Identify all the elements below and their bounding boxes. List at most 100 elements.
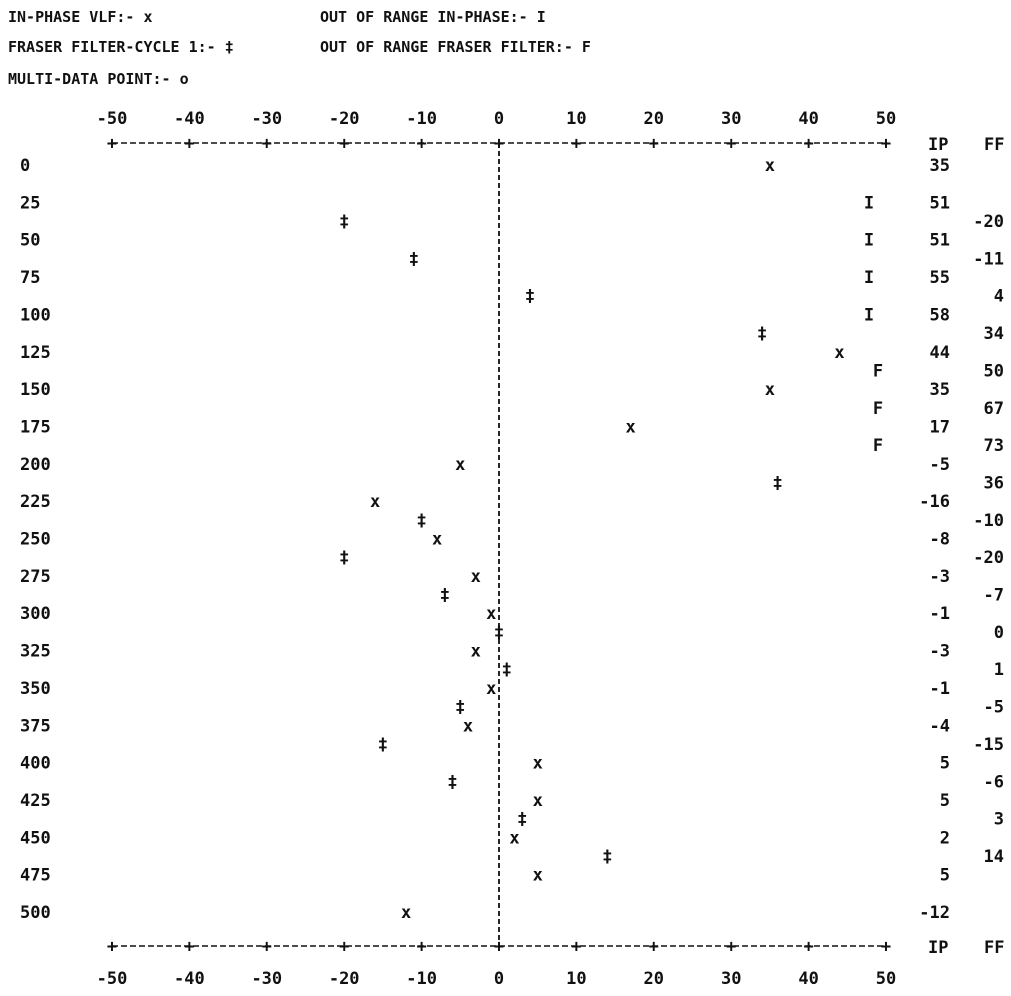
fraser-point: ‡ xyxy=(455,698,465,718)
fraser-point: ‡ xyxy=(525,287,535,307)
x-tick-label-bottom: -40 xyxy=(174,969,205,989)
ff-value: -11 xyxy=(973,249,1004,269)
x-tick-label-top: 40 xyxy=(798,109,818,129)
station-label: 475 xyxy=(20,866,51,886)
x-tick-label-bottom: 40 xyxy=(798,969,818,989)
ff-value: -10 xyxy=(973,511,1004,531)
fraser-point: ‡ xyxy=(517,810,527,830)
axis-tick-mark: + xyxy=(881,134,891,154)
ff-header-top: FF xyxy=(984,135,1004,155)
ip-value: 2 xyxy=(940,828,950,848)
ip-value: 5 xyxy=(940,866,950,886)
station-label: 200 xyxy=(20,455,51,475)
ff-value: 3 xyxy=(994,810,1004,830)
out-of-range-fraser-mark: F xyxy=(873,361,883,381)
axis-tick-mark: + xyxy=(649,134,659,154)
axis-tick-mark: + xyxy=(262,134,272,154)
ff-value: 36 xyxy=(984,473,1004,493)
fraser-point: ‡ xyxy=(339,548,349,568)
in-phase-point: x xyxy=(765,156,775,176)
station-label: 350 xyxy=(20,679,51,699)
fraser-point: ‡ xyxy=(440,586,450,606)
x-tick-label-top: 20 xyxy=(644,109,664,129)
axis-tick-mark: + xyxy=(881,937,891,957)
axis-tick-mark: + xyxy=(803,134,813,154)
station-label: 25 xyxy=(20,193,40,213)
axis-tick-mark: + xyxy=(339,937,349,957)
x-tick-label-bottom: 50 xyxy=(876,969,896,989)
axis-tick-mark: + xyxy=(571,134,581,154)
ff-value: 0 xyxy=(994,623,1004,643)
x-tick-label-bottom: 0 xyxy=(494,969,504,989)
station-tick-labels: 0 25 50 75 100 125 150 175 200 225 250 275 300 325 350… xyxy=(20,156,51,923)
legend-out-of-range-in-phase: OUT OF RANGE IN-PHASE:- I xyxy=(320,8,546,26)
axis-tick-crosses: + + + + + + + + + + + + + + + + + + + + + + xyxy=(107,134,891,957)
out-of-range-fraser-mark: F xyxy=(873,436,883,456)
legend-fraser-cycle: FRASER FILTER-CYCLE 1:- ‡ xyxy=(8,38,234,56)
axis-tick-mark: + xyxy=(339,134,349,154)
x-tick-label-bottom: -10 xyxy=(406,969,437,989)
x-tick-label-bottom: -20 xyxy=(329,969,360,989)
in-phase-point: x xyxy=(533,791,543,811)
axis-tick-mark: + xyxy=(571,937,581,957)
ff-value-column: -20 -11 4 34 50 67 73 36 -10 -20 -7 0 1 -5 -15 -6 3 14 xyxy=(973,212,1004,867)
ff-header-bottom: FF xyxy=(984,938,1004,958)
x-tick-label-bottom: -30 xyxy=(251,969,282,989)
out-of-range-in-phase-mark: I xyxy=(864,231,874,251)
ip-value: -8 xyxy=(930,530,950,550)
ip-value: 58 xyxy=(930,305,950,325)
in-phase-point: x xyxy=(533,754,543,774)
axis-tick-mark: + xyxy=(726,134,736,154)
in-phase-point: x xyxy=(533,866,543,886)
ip-value: 5 xyxy=(940,791,950,811)
out-of-range-fraser-mark: F xyxy=(873,399,883,419)
x-tick-label-bottom: 10 xyxy=(566,969,586,989)
x-tick-label-top: -50 xyxy=(97,109,128,129)
in-phase-point: x xyxy=(509,828,519,848)
x-tick-label-top: 0 xyxy=(494,109,504,129)
x-tick-label-top: -30 xyxy=(251,109,282,129)
axis-tick-mark: + xyxy=(262,937,272,957)
ip-value: -1 xyxy=(930,679,950,699)
station-label: 100 xyxy=(20,305,51,325)
station-label: 300 xyxy=(20,604,51,624)
axis-tick-mark: + xyxy=(649,937,659,957)
axis-tick-mark: + xyxy=(184,937,194,957)
axis-tick-mark: + xyxy=(107,134,117,154)
ip-value: -5 xyxy=(930,455,950,475)
out-of-range-in-phase-mark: I xyxy=(864,268,874,288)
ff-value: 34 xyxy=(984,324,1004,344)
axis-tick-mark: + xyxy=(107,937,117,957)
station-label: 75 xyxy=(20,268,40,288)
x-tick-label-top: 30 xyxy=(721,109,741,129)
x-tick-label-top: 10 xyxy=(566,109,586,129)
in-phase-point: x xyxy=(765,380,775,400)
ff-value: -5 xyxy=(984,698,1004,718)
station-label: 250 xyxy=(20,530,51,550)
station-label: 0 xyxy=(20,156,30,176)
station-label: 325 xyxy=(20,642,51,662)
in-phase-point: x xyxy=(471,642,481,662)
ip-value: 51 xyxy=(930,193,950,213)
in-phase-point: x xyxy=(432,530,442,550)
ff-value: -6 xyxy=(984,772,1004,792)
axis-tick-mark: + xyxy=(184,134,194,154)
legend-in-phase: IN-PHASE VLF:- x xyxy=(8,8,153,26)
in-phase-point: x xyxy=(834,343,844,363)
fraser-point: ‡ xyxy=(409,249,419,269)
ff-value: -7 xyxy=(984,586,1004,606)
fraser-point: ‡ xyxy=(378,735,388,755)
fraser-point: ‡ xyxy=(339,212,349,232)
station-label: 125 xyxy=(20,343,51,363)
station-label: 450 xyxy=(20,828,51,848)
fraser-point: ‡ xyxy=(494,623,504,643)
ip-value: 35 xyxy=(930,380,950,400)
fraser-point: ‡ xyxy=(416,511,426,531)
x-tick-label-top: -20 xyxy=(329,109,360,129)
axis-tick-mark: + xyxy=(416,937,426,957)
station-label: 225 xyxy=(20,492,51,512)
ip-value: 55 xyxy=(930,268,950,288)
